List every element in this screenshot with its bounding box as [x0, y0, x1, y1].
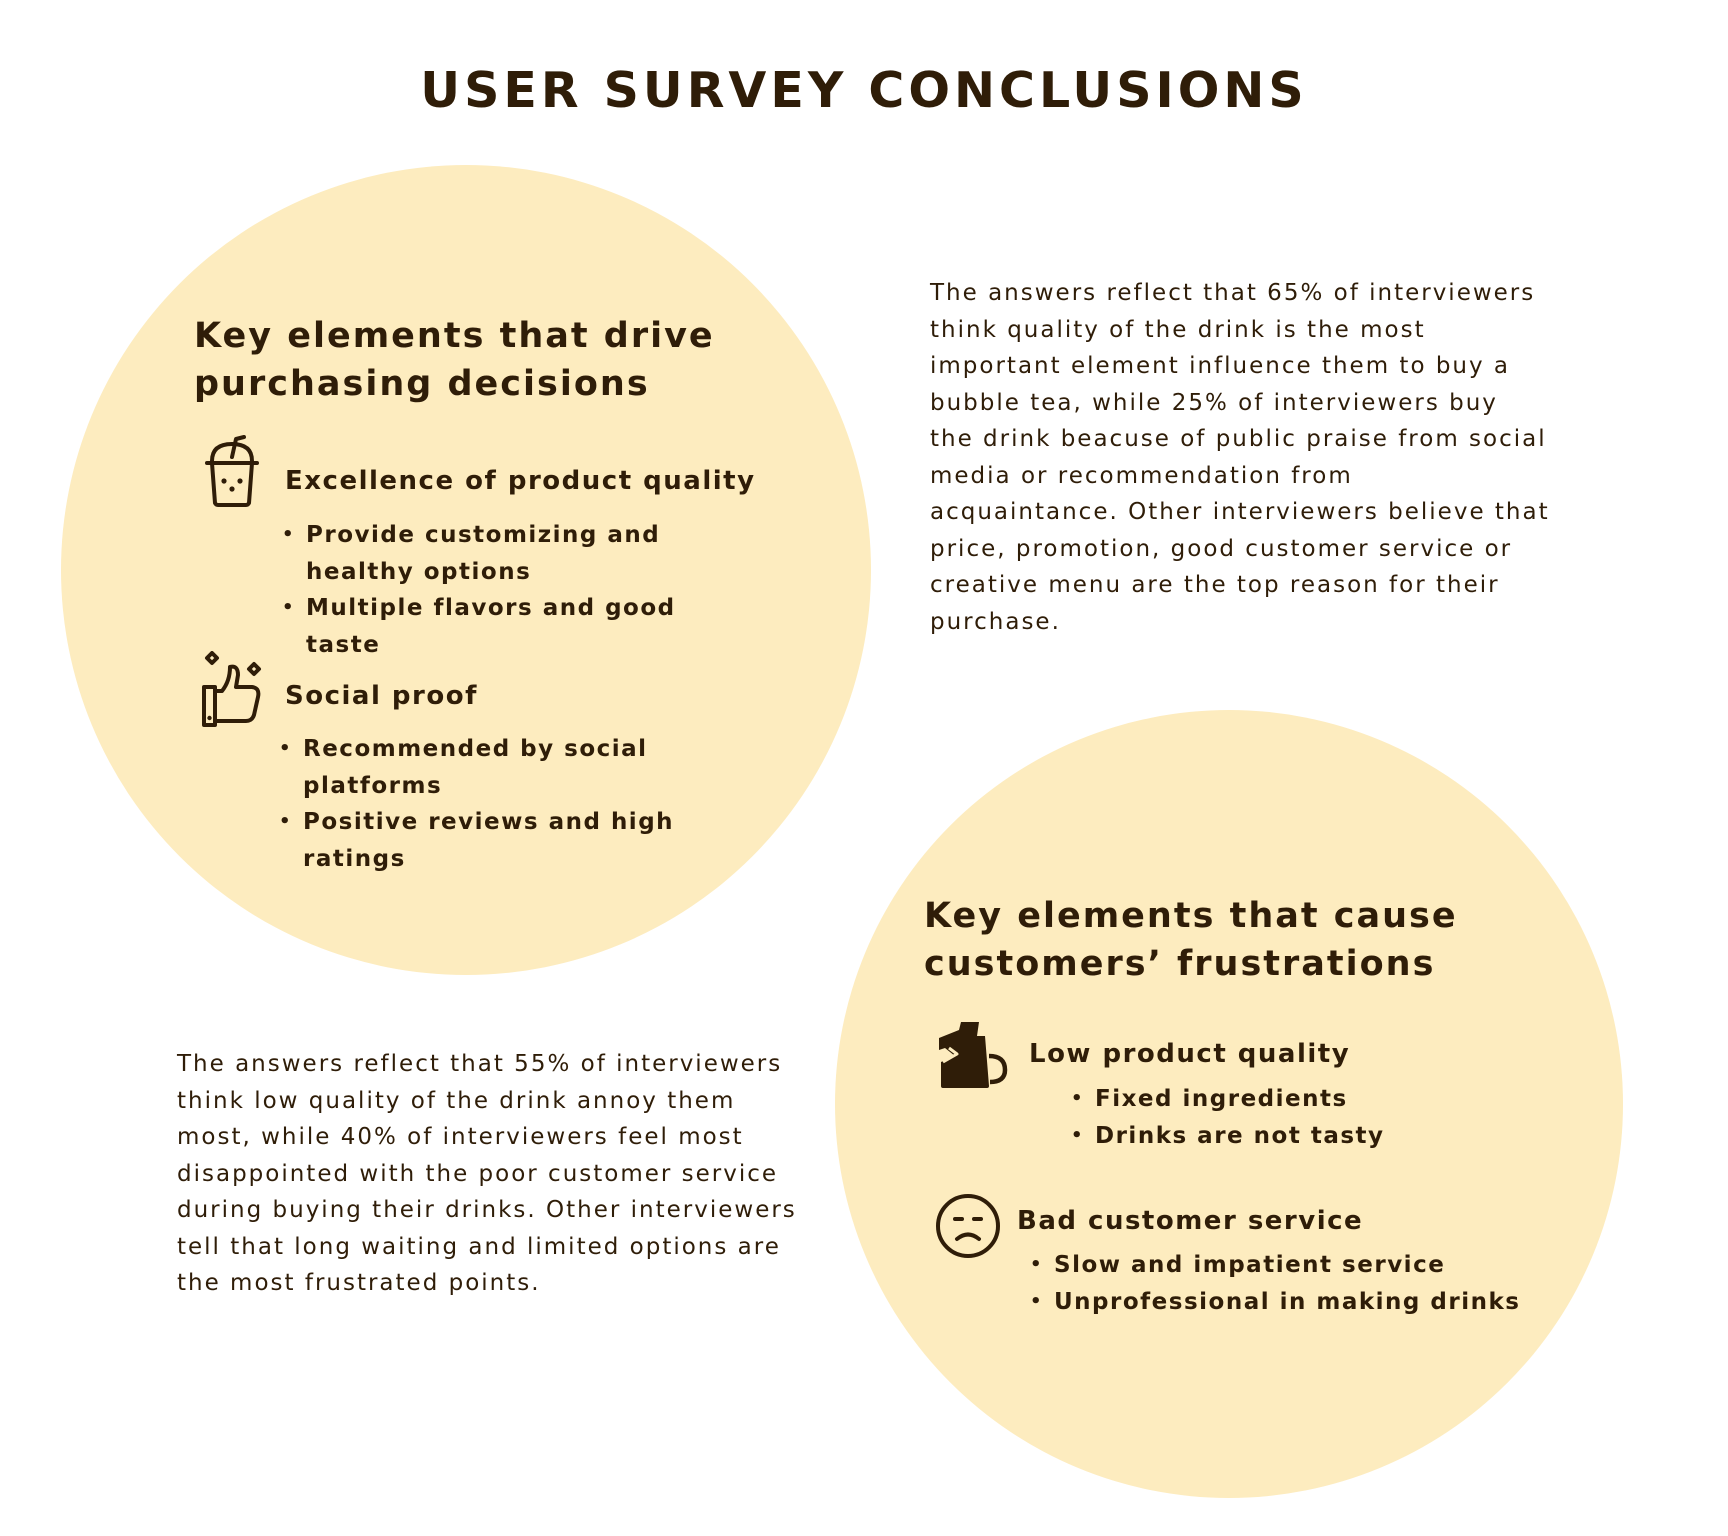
frustrations-heading: Key elements that cause customers’ frust…: [924, 892, 1458, 988]
frustrations-heading-line1: Key elements that cause: [924, 896, 1458, 936]
quality-bullet-list: Provide customizing and healthy options …: [282, 517, 722, 663]
list-item: Drinks are not tasty: [1071, 1118, 1451, 1155]
bubble-tea-cup-icon: [204, 433, 260, 509]
list-item: Unprofessional in making drinks: [1030, 1284, 1550, 1321]
list-item: Fixed ingredients: [1071, 1081, 1451, 1118]
social-proof-item-title: Social proof: [285, 681, 478, 711]
quality-item-title: Excellence of product quality: [285, 466, 756, 496]
list-item: Recommended by social platforms: [279, 731, 699, 804]
page-title: USER SURVEY CONCLUSIONS: [420, 62, 1308, 119]
frustrations-heading-line2: customers’ frustrations: [924, 944, 1436, 984]
drivers-heading: Key elements that drive purchasing decis…: [194, 312, 715, 408]
thumbs-up-sparkle-icon: [200, 651, 266, 729]
frustrations-summary: The answers reflect that 55% of intervie…: [177, 1051, 797, 1296]
sad-face-icon: [935, 1193, 1001, 1259]
bad-service-item-title: Bad customer service: [1017, 1206, 1364, 1236]
drivers-heading-line1: Key elements that drive: [194, 316, 715, 356]
list-item: Provide customizing and healthy options: [282, 517, 722, 590]
list-item: Slow and impatient service: [1030, 1247, 1550, 1284]
low-quality-item-title: Low product quality: [1029, 1039, 1351, 1069]
list-item: Multiple flavors and good taste: [282, 590, 722, 663]
low-quality-bullet-list: Fixed ingredients Drinks are not tasty: [1071, 1081, 1451, 1154]
bad-service-bullet-list: Slow and impatient service Unprofessiona…: [1030, 1247, 1550, 1320]
broken-mug-icon: [935, 1020, 1009, 1090]
list-item: Positive reviews and high ratings: [279, 804, 699, 877]
drivers-summary: The answers reflect that 65% of intervie…: [930, 280, 1550, 635]
drivers-heading-line2: purchasing decisions: [194, 364, 650, 404]
social-proof-bullet-list: Recommended by social platforms Positive…: [279, 731, 699, 877]
